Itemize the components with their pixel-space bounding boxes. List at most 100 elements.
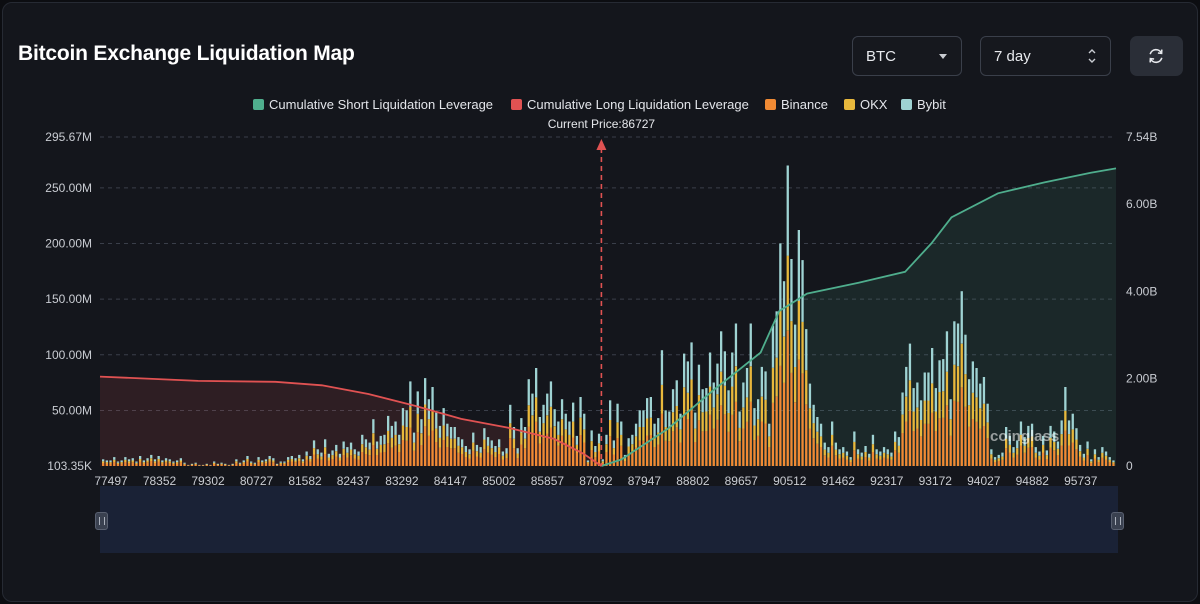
bar-bybit	[494, 446, 497, 452]
bar-okx	[583, 429, 586, 443]
bar-binance	[716, 419, 719, 466]
bar-binance	[372, 445, 375, 466]
bar-bybit	[394, 421, 397, 435]
bar-bybit	[486, 437, 490, 446]
bar-binance	[931, 412, 934, 466]
legend-item-okx[interactable]: OKX	[844, 97, 887, 112]
bar-okx	[594, 452, 597, 457]
bar-okx	[546, 415, 549, 434]
bar-binance	[383, 452, 386, 466]
bar-bybit	[183, 462, 186, 464]
bar-bybit	[150, 454, 153, 459]
bar-okx	[934, 411, 937, 431]
bar-okx	[801, 321, 804, 374]
bar-binance	[679, 442, 682, 466]
bar-okx	[301, 461, 305, 463]
slider-handle-left[interactable]	[95, 512, 108, 530]
bar-okx	[238, 463, 242, 465]
bar-bybit	[786, 165, 789, 256]
bar-okx	[268, 459, 271, 462]
y-right-tick-label: 4.00B	[1126, 284, 1157, 298]
bar-okx	[975, 397, 978, 422]
bar-bybit	[675, 380, 678, 406]
bar-okx	[194, 463, 197, 465]
bar-binance	[1060, 445, 1063, 466]
bar-bybit	[927, 372, 930, 401]
bar-binance	[708, 414, 712, 466]
bar-okx	[575, 445, 578, 453]
bar-okx	[527, 405, 530, 427]
bar-bybit	[157, 456, 160, 459]
legend-item-binance[interactable]: Binance	[765, 97, 828, 112]
bar-binance	[842, 457, 845, 466]
bar-bybit	[1104, 451, 1108, 456]
bar-binance	[753, 440, 756, 466]
bar-okx	[516, 453, 519, 458]
x-tick-label: 80727	[240, 474, 274, 488]
bar-binance	[1023, 453, 1026, 466]
x-tick-label: 93172	[919, 474, 953, 488]
bar-binance	[856, 458, 860, 466]
bar-binance	[142, 463, 145, 466]
short-cumulative-line	[601, 167, 1117, 467]
bar-okx	[235, 461, 238, 463]
bar-bybit	[383, 434, 386, 445]
bar-binance	[361, 452, 364, 466]
bar-binance	[327, 460, 330, 466]
bar-okx	[782, 336, 786, 383]
bar-okx	[712, 407, 715, 429]
bar-binance	[960, 387, 963, 466]
y-left-tick-label: 150.00M	[45, 292, 92, 306]
bar-binance	[864, 457, 867, 466]
legend-item-long[interactable]: Cumulative Long Liquidation Leverage	[511, 97, 749, 112]
bar-binance	[409, 427, 412, 466]
bar-okx	[686, 392, 689, 419]
bar-bybit	[720, 331, 723, 372]
coin-select[interactable]: BTC	[852, 36, 962, 76]
refresh-button[interactable]	[1130, 36, 1183, 76]
bar-binance	[294, 462, 297, 466]
bar-binance	[575, 452, 578, 466]
bar-okx	[875, 454, 878, 459]
bar-binance	[505, 458, 508, 466]
bar-bybit	[794, 324, 797, 367]
bar-bybit	[505, 448, 508, 454]
range-slider[interactable]	[100, 486, 1118, 553]
bar-okx	[760, 396, 763, 422]
bar-binance	[364, 454, 368, 466]
bar-okx	[623, 458, 627, 461]
bar-bybit	[364, 439, 368, 448]
bar-okx	[771, 367, 775, 403]
bar-okx	[246, 459, 249, 462]
bar-okx	[646, 418, 649, 436]
bar-binance	[564, 442, 567, 466]
time-range-select[interactable]: 7 day	[980, 36, 1111, 76]
bar-binance	[853, 450, 856, 466]
bar-bybit	[1023, 437, 1026, 446]
bar-bybit	[853, 431, 856, 442]
legend-item-bybit[interactable]: Bybit	[901, 97, 946, 112]
bar-binance	[1075, 449, 1078, 466]
chart-legend: Cumulative Short Liquidation Leverage Cu…	[0, 97, 1200, 115]
bar-binance	[368, 455, 371, 466]
bar-okx	[146, 460, 149, 463]
bar-bybit	[594, 446, 597, 452]
bar-bybit	[379, 435, 382, 445]
bar-bybit	[438, 425, 442, 438]
bar-binance	[786, 330, 789, 466]
bar-binance	[179, 462, 182, 466]
bar-binance	[997, 461, 1000, 466]
bar-bybit	[686, 361, 689, 393]
slider-handle-right[interactable]	[1111, 512, 1124, 530]
bar-okx	[1005, 438, 1008, 449]
bar-binance	[701, 431, 704, 466]
bar-binance	[1082, 460, 1085, 466]
bar-binance	[387, 443, 390, 466]
bar-bybit	[812, 404, 815, 424]
legend-item-short[interactable]: Cumulative Short Liquidation Leverage	[253, 97, 493, 112]
bar-binance	[782, 382, 786, 466]
bar-binance	[760, 421, 763, 466]
bar-bybit	[768, 423, 771, 437]
bar-binance	[438, 448, 442, 466]
bar-binance	[727, 431, 730, 466]
